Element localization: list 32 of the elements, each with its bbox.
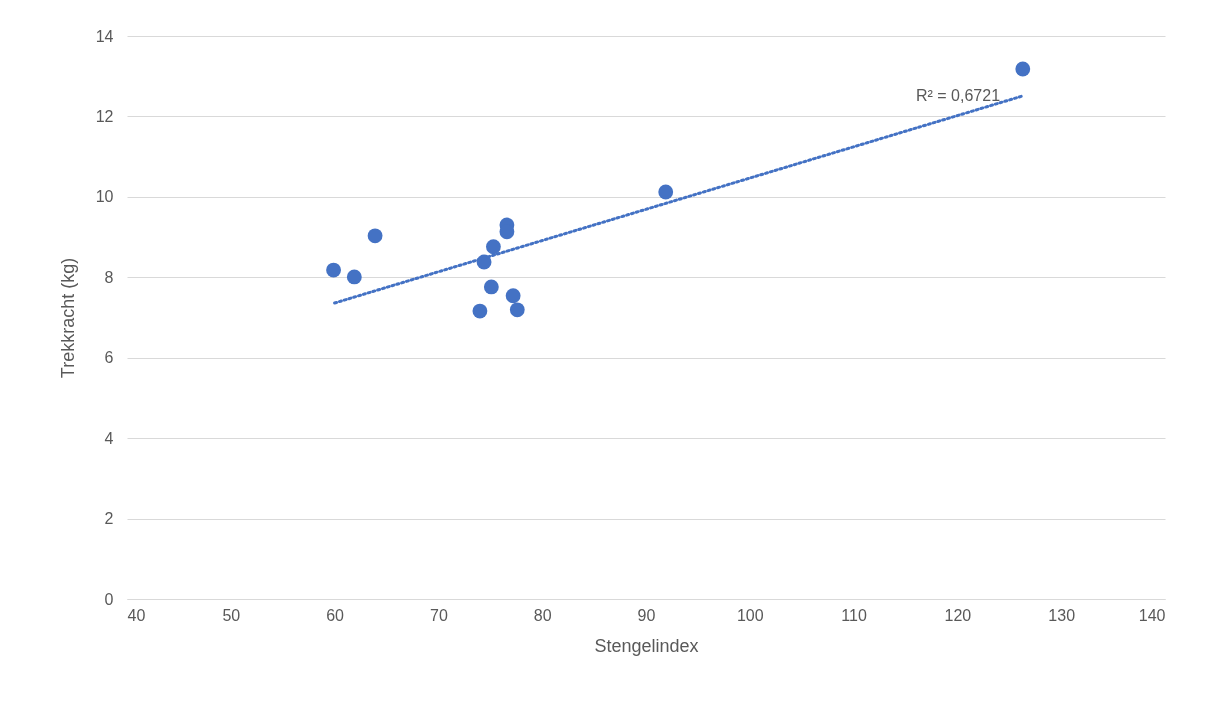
x-tick-label: 70	[430, 606, 448, 624]
x-tick-label: 50	[222, 606, 241, 624]
y-tick-label: 2	[104, 510, 114, 528]
x-tick-label: 110	[841, 606, 867, 624]
x-tick-label: 100	[736, 606, 764, 624]
y-tick-label: 12	[95, 107, 114, 125]
point	[326, 262, 341, 278]
y-tick-label: 4	[104, 429, 114, 447]
point	[658, 184, 674, 200]
y-tick-label: 8	[104, 268, 114, 286]
x-tick-label: 130	[1048, 606, 1076, 624]
y-tick-label: 10	[95, 188, 114, 206]
x-tick-label: 120	[944, 606, 972, 624]
y-axis-title: Trekkracht (kg)	[57, 257, 78, 379]
y-tick-label: 6	[104, 349, 114, 367]
point	[1015, 61, 1031, 77]
x-tick-label: 140	[1138, 606, 1166, 624]
point	[505, 288, 521, 304]
x-axis-title: Stengelindex	[594, 635, 699, 656]
annotation: R² = 0,6721	[915, 87, 1001, 104]
x-tick-label: 80	[533, 606, 552, 624]
y-tick-label: 14	[95, 27, 114, 45]
x-tick-label: 90	[637, 606, 656, 624]
point	[346, 269, 362, 285]
x-tick-label: 60	[326, 606, 345, 624]
y-tick-label: 0	[104, 590, 114, 608]
point	[483, 279, 499, 295]
point	[486, 239, 501, 255]
point	[509, 302, 525, 318]
x-tick-label: 40	[127, 606, 146, 624]
point	[472, 303, 488, 319]
point	[367, 228, 383, 244]
